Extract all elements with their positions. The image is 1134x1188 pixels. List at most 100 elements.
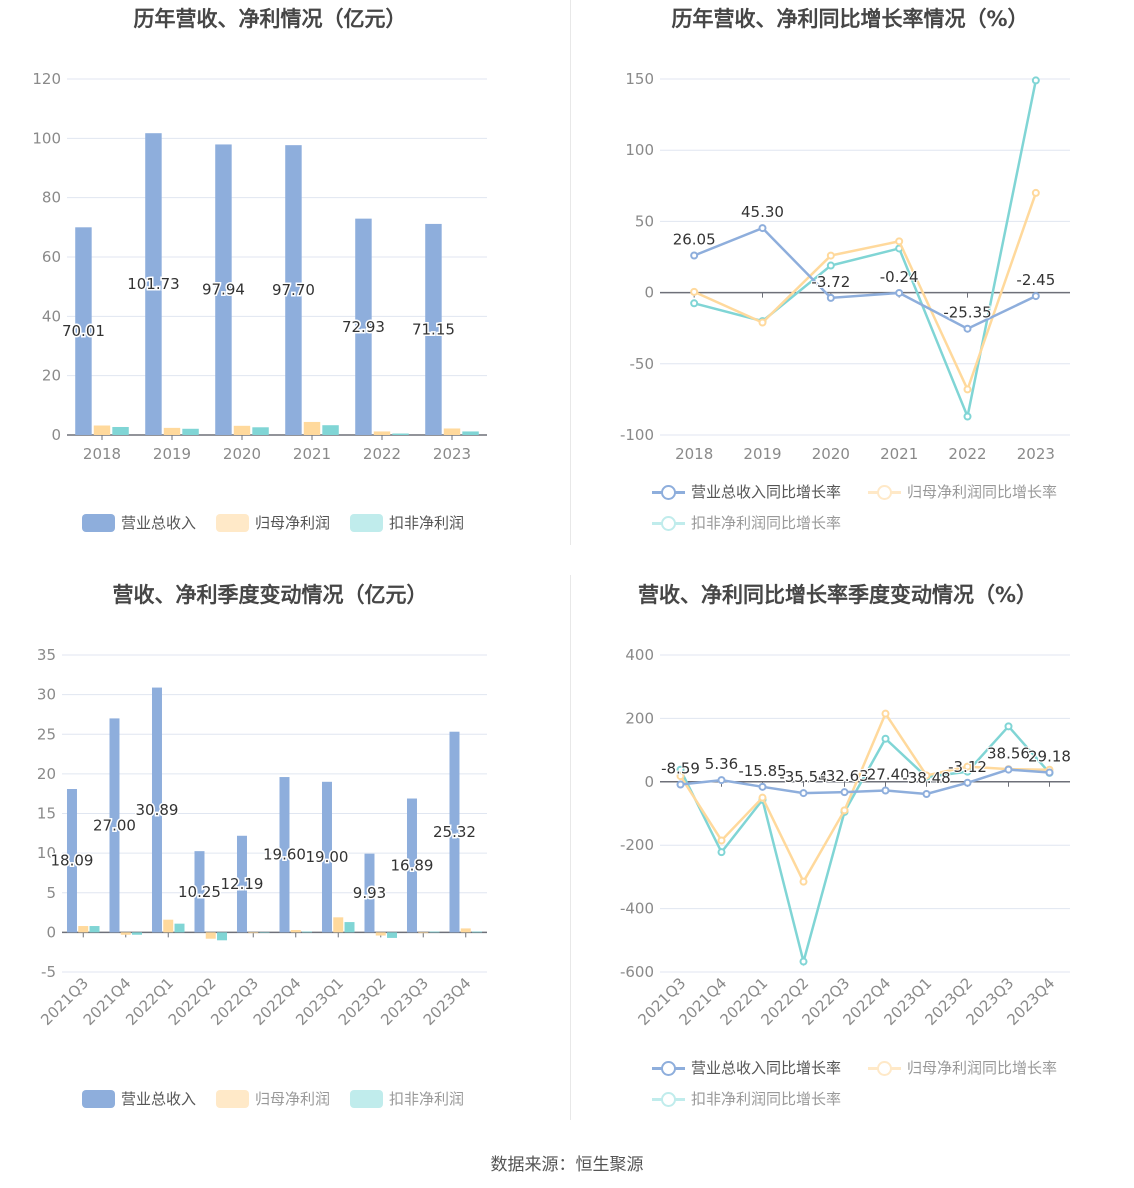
legend-item-deducted-profit-growth[interactable]: 扣非净利润同比增长率 xyxy=(652,1088,841,1109)
bar-swatch-icon xyxy=(82,513,115,532)
legend-item-deducted-profit[interactable]: 扣非净利润 xyxy=(350,512,464,533)
bar-1 xyxy=(78,926,89,933)
bar-data-label: 25.32 xyxy=(433,823,476,841)
bar-1 xyxy=(373,431,391,435)
y-tick-label: -5 xyxy=(41,963,56,981)
y-tick-label: 35 xyxy=(37,646,56,664)
bar-data-label: 18.09 xyxy=(51,852,94,870)
bar-2 xyxy=(252,427,269,435)
line-data-label: -27.40 xyxy=(861,765,909,783)
bar-2 xyxy=(89,926,100,933)
bar-0 xyxy=(364,853,375,933)
y-tick-label: 25 xyxy=(37,725,56,743)
legend-label: 营业总收入同比增长率 xyxy=(691,1059,842,1077)
bar-1 xyxy=(93,425,111,435)
x-tick-label: 2018 xyxy=(675,445,713,463)
bar-2 xyxy=(344,922,355,933)
legend-item-revenue-growth[interactable]: 营业总收入同比增长率 xyxy=(652,1057,841,1078)
line-point-1 xyxy=(690,287,699,296)
line-data-label: 29.18 xyxy=(1028,748,1071,766)
line-point-0 xyxy=(758,224,767,233)
line-point-0 xyxy=(799,789,808,798)
y-tick-label: 200 xyxy=(625,709,654,727)
bar-data-label: 70.01 xyxy=(62,322,105,340)
line-point-0 xyxy=(881,786,890,795)
y-tick-label: 0 xyxy=(644,284,654,302)
y-tick-label: 30 xyxy=(37,686,56,704)
legend-item-parent-profit[interactable]: 归母净利润 xyxy=(216,1088,330,1109)
bar-data-label: 9.93 xyxy=(353,884,386,902)
legend-label: 归母净利润同比增长率 xyxy=(907,1059,1058,1077)
y-tick-label: -50 xyxy=(630,355,655,373)
line-point-2 xyxy=(690,299,699,308)
line-point-1 xyxy=(826,251,835,260)
y-tick-label: 150 xyxy=(625,70,654,88)
line-point-0 xyxy=(1031,292,1040,301)
legend-item-parent-profit[interactable]: 归母净利润 xyxy=(216,512,330,533)
bar-1 xyxy=(163,427,181,435)
bar-0 xyxy=(194,851,205,933)
y-tick-label: 5 xyxy=(46,884,56,902)
y-tick-label: 15 xyxy=(37,805,56,823)
legend-item-deducted-profit[interactable]: 扣非净利润 xyxy=(350,1088,464,1109)
y-tick-label: 0 xyxy=(46,923,56,941)
legend-item-parent-profit-growth[interactable]: 归母净利润同比增长率 xyxy=(868,481,1057,502)
line-data-label: -2.45 xyxy=(1016,271,1055,289)
y-tick-label: -200 xyxy=(620,836,654,854)
legend-label: 归母净利润 xyxy=(255,1090,331,1108)
x-tick-label: 2023Q4 xyxy=(420,974,475,1029)
bar-0 xyxy=(425,223,442,435)
line-data-label: 38.56 xyxy=(987,745,1030,763)
line-point-0 xyxy=(895,288,904,297)
y-tick-label: -600 xyxy=(620,963,654,981)
line-swatch-icon xyxy=(652,1059,685,1077)
line-point-0 xyxy=(826,293,835,302)
line-point-0 xyxy=(690,251,699,260)
bar-data-label: 19.60 xyxy=(263,846,306,864)
legend-label: 扣非净利润 xyxy=(389,514,465,532)
legend-item-revenue[interactable]: 营业总收入 xyxy=(82,1088,196,1109)
bar-data-label: 16.89 xyxy=(391,856,434,874)
legend-label: 扣非净利润同比增长率 xyxy=(691,514,842,532)
bar-2 xyxy=(132,932,143,935)
bar-1 xyxy=(443,428,461,435)
line-data-label: -3.12 xyxy=(948,758,987,776)
line-data-label: -8.59 xyxy=(661,760,700,778)
bar-swatch-icon xyxy=(216,513,249,532)
legend-item-revenue-growth[interactable]: 营业总收入同比增长率 xyxy=(652,481,841,502)
bar-data-label: 12.19 xyxy=(221,875,264,893)
line-point-1 xyxy=(758,793,767,802)
legend-label: 扣非净利润 xyxy=(389,1090,465,1108)
y-tick-label: 100 xyxy=(32,129,61,147)
line-point-1 xyxy=(881,709,890,718)
line-series-0 xyxy=(680,768,1050,796)
line-point-0 xyxy=(1004,765,1013,774)
bar-2 xyxy=(302,931,313,933)
legend-item-parent-profit-growth[interactable]: 归母净利润同比增长率 xyxy=(868,1057,1057,1078)
line-data-label: -38.48 xyxy=(902,769,950,787)
bar-1 xyxy=(120,932,131,935)
line-data-label: -3.72 xyxy=(811,273,850,291)
legend-item-deducted-profit-growth[interactable]: 扣非净利润同比增长率 xyxy=(652,512,841,533)
line-point-0 xyxy=(922,789,931,798)
x-tick-label: 2018 xyxy=(83,445,121,463)
legend-item-revenue[interactable]: 营业总收入 xyxy=(82,512,196,533)
bar-swatch-icon xyxy=(82,1089,115,1108)
bar-0 xyxy=(321,781,332,933)
line-point-0 xyxy=(963,778,972,787)
bar-2 xyxy=(259,931,270,933)
line-swatch-icon xyxy=(652,514,685,532)
line-point-2 xyxy=(717,848,726,857)
y-tick-label: 400 xyxy=(625,646,654,664)
line-swatch-icon xyxy=(868,1059,901,1077)
bar-2 xyxy=(462,431,479,435)
y-tick-label: 0 xyxy=(51,426,61,444)
x-tick-label: 2020 xyxy=(812,445,850,463)
bar-data-label: 27.00 xyxy=(93,816,136,834)
line-point-1 xyxy=(758,318,767,327)
y-tick-label: 20 xyxy=(42,367,61,385)
bar-swatch-icon xyxy=(350,513,383,532)
line-point-0 xyxy=(1045,768,1054,777)
line-point-2 xyxy=(1004,722,1013,731)
